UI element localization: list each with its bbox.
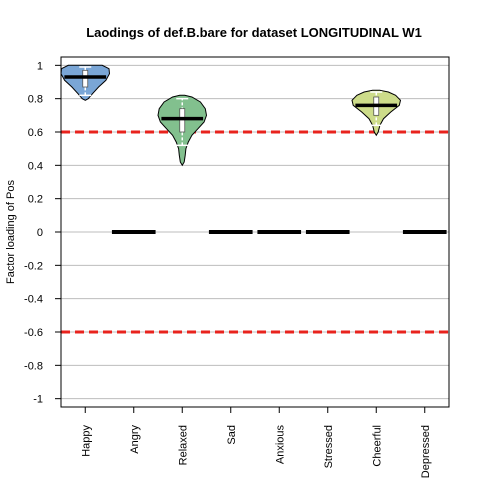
y-tick-label: 0.2 bbox=[28, 194, 43, 206]
x-axis: Happy Angry Relaxed Sad Anxious Stressed Cheer… bbox=[80, 407, 432, 478]
y-tick-label: -1 bbox=[33, 394, 43, 406]
x-tick-label: Sad bbox=[226, 425, 238, 445]
x-tick-label: Relaxed bbox=[177, 425, 189, 465]
y-axis-label: Factor loading of Pos bbox=[5, 180, 17, 284]
x-tick-label: Anxious bbox=[274, 425, 286, 465]
chart-title: Laodings of def.B.bare for dataset LONGI… bbox=[86, 25, 422, 40]
x-tick-label: Cheerful bbox=[371, 425, 383, 467]
y-tick-label: -0.8 bbox=[24, 360, 43, 372]
y-tick-label: -0.4 bbox=[24, 294, 43, 306]
x-tick-label: Stressed bbox=[323, 425, 335, 468]
x-tick-label: Depressed bbox=[420, 425, 432, 478]
y-tick-label: -0.6 bbox=[24, 327, 43, 339]
y-tick-label: 0.4 bbox=[28, 160, 43, 172]
violin-marks bbox=[60, 64, 447, 234]
y-tick-label: 0 bbox=[37, 227, 43, 239]
y-axis: 1 0.8 0.6 0.4 0.2 0 -0.2 -0.4 -0.6 -0.8 -1 bbox=[24, 60, 62, 406]
x-tick-label: Happy bbox=[80, 425, 92, 457]
y-tick-label: 0.8 bbox=[28, 94, 43, 106]
y-tick-label: -0.2 bbox=[24, 260, 43, 272]
x-tick-label: Angry bbox=[129, 425, 141, 454]
y-tick-label: 1 bbox=[37, 60, 43, 72]
y-tick-label: 0.6 bbox=[28, 127, 43, 139]
reference-lines bbox=[61, 130, 449, 334]
